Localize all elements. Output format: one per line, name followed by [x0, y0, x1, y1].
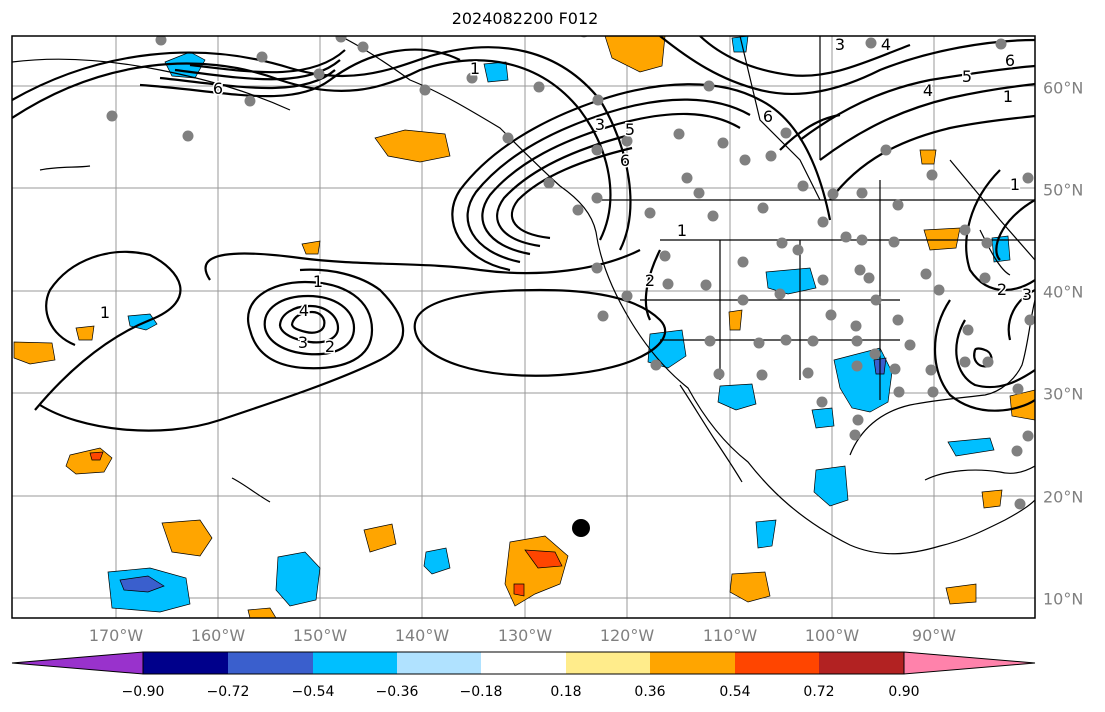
colorbar-tick: −0.72	[206, 684, 250, 700]
lat-label: 40°N	[1043, 282, 1084, 302]
colorbar-swatch	[566, 652, 650, 674]
lat-label: 50°N	[1043, 180, 1084, 200]
colorbar-tick: −0.36	[375, 684, 419, 700]
colorbar-swatch	[11, 651, 144, 675]
colorbar-tick: −0.90	[121, 684, 165, 700]
colorbar-swatch	[143, 652, 228, 674]
lon-label: 90°W	[911, 626, 957, 645]
colorbar-swatch	[735, 652, 819, 674]
contour-label: 3	[1022, 285, 1032, 304]
tropical-center-dot	[572, 519, 590, 537]
lon-label: 120°W	[599, 626, 655, 645]
contour-label: 3	[298, 333, 308, 352]
lon-label: 130°W	[497, 626, 553, 645]
contour-label: 4	[299, 301, 309, 320]
contour-label: 3	[835, 35, 845, 54]
colorbar-swatch	[819, 652, 904, 674]
colorbar	[11, 651, 1036, 675]
contour-label: 5	[962, 67, 972, 86]
colorbar-tick: 0.54	[719, 684, 751, 700]
contour-label: 1	[677, 221, 687, 240]
contour-label: 6	[620, 151, 630, 170]
colorbar-tick: −0.54	[291, 684, 335, 700]
colorbar-swatch	[650, 652, 735, 674]
colorbar-tick: 0.72	[803, 684, 835, 700]
colorbar-tick: 0.36	[634, 684, 666, 700]
colorbar-swatch	[903, 651, 1036, 675]
contour-labels: 1 1 4 3 2 1 2 1 3 5 6 6 4 3 4 5 6 1 1 2 …	[98, 35, 1033, 358]
contour-label: 6	[1005, 51, 1015, 70]
lon-label: 110°W	[702, 626, 758, 645]
contour-label: 1	[313, 272, 323, 291]
lon-label: 150°W	[292, 626, 348, 645]
coastlines	[12, 36, 1035, 555]
contour-label: 2	[645, 271, 655, 290]
contour-label: 1	[1003, 87, 1013, 106]
lon-label: 140°W	[394, 626, 450, 645]
map-title: 2024082200 F012	[451, 9, 599, 28]
weather-map: 1 1 4 3 2 1 2 1 3 5 6 6 4 3 4 5 6 1 1 2 …	[11, 35, 1036, 619]
contour-label: 4	[923, 81, 933, 100]
colorbar-swatch	[481, 652, 566, 674]
lon-label: 160°W	[190, 626, 246, 645]
lon-label: 170°W	[88, 626, 144, 645]
lat-label: 20°N	[1043, 487, 1084, 507]
colorbar-swatch	[228, 652, 313, 674]
lat-label: 60°N	[1043, 78, 1084, 98]
lat-label: 30°N	[1043, 384, 1084, 404]
contour-label: 2	[325, 337, 335, 356]
colorbar-swatch	[397, 652, 481, 674]
contour-label: 1	[100, 303, 110, 322]
colorbar-tick: −0.18	[459, 684, 503, 700]
contour-label: 3	[595, 115, 605, 134]
contour-label: 6	[213, 79, 223, 98]
shaded-areas	[13, 36, 1035, 618]
colorbar-frame	[142, 651, 905, 675]
colorbar-swatches	[11, 651, 1036, 675]
colorbar-tick: 0.18	[550, 684, 582, 700]
colorbar-swatch	[313, 652, 397, 674]
lon-label: 100°W	[804, 626, 860, 645]
contour-label: 2	[997, 280, 1007, 299]
contour-label: 6	[763, 107, 773, 126]
contour-label: 1	[470, 59, 480, 78]
contour-label: 5	[625, 120, 635, 139]
station-dots	[106, 36, 1035, 510]
map-frame	[11, 35, 1036, 619]
contour-label: 4	[881, 35, 891, 54]
colorbar-tick: 0.90	[888, 684, 920, 700]
contour-label: 1	[1010, 175, 1020, 194]
lat-label: 10°N	[1043, 589, 1084, 609]
